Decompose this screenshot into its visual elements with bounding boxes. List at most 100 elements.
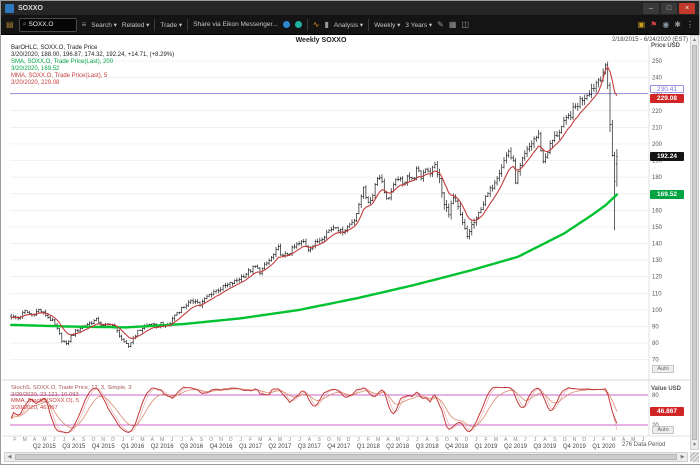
date-range-label: 2/18/2015 - 6/24/2020 (EST)	[611, 37, 688, 43]
symbol-search-input[interactable]: ⌕ SOXX.O	[18, 17, 77, 32]
x-month-letter: D	[465, 437, 469, 443]
x-month-letter: J	[642, 437, 645, 443]
draw-icon[interactable]: ✎	[437, 20, 444, 29]
x-month-letter: O	[327, 437, 331, 443]
snapshot-icon[interactable]: ◉	[662, 20, 670, 29]
x-quarter-label: Q2 2019	[504, 444, 528, 450]
close-button[interactable]: ×	[679, 2, 695, 14]
x-month-letter: M	[396, 437, 400, 443]
x-month-letter: J	[524, 437, 527, 443]
x-month-letter: F	[602, 437, 605, 443]
legend-line: 3/20/2020, 23.121, 10.093	[11, 391, 79, 398]
price-tick-label: 110	[652, 291, 662, 297]
x-month-letter: F	[131, 437, 134, 443]
candle-chart-icon[interactable]: ▮	[324, 20, 329, 29]
vertical-scroll-thumb[interactable]	[692, 45, 697, 440]
x-quarter-label: Q1 2020	[592, 444, 616, 450]
x-month-letter: J	[534, 437, 537, 443]
value-tick-label: 80	[652, 393, 659, 399]
flag-icon[interactable]: ⚑	[650, 20, 658, 29]
x-month-letter: D	[111, 437, 115, 443]
interval-select[interactable]: Weekly ▾	[374, 21, 401, 29]
range-select[interactable]: 3 Years ▾	[405, 21, 433, 29]
main-toolbar: ▤ ⌕ SOXX.O ≡ Search ▾ Related ▾ Trade ▾ Share v…	[1, 15, 699, 35]
x-quarter-label: Q2 2018	[386, 444, 410, 450]
maximize-button[interactable]: □	[661, 2, 677, 14]
line-chart-icon[interactable]: ∿	[312, 20, 320, 29]
price-tick-label: 70	[652, 358, 659, 364]
legend-line: SMA, SOXX.O, Trade Price(Last), 200	[11, 59, 114, 65]
legend-line: 3/20/2020, 46.867	[11, 404, 58, 411]
price-axis-auto-button[interactable]: Auto	[652, 365, 674, 373]
analysis-link[interactable]: Analysis ▾	[333, 21, 364, 29]
sep3	[306, 18, 308, 31]
toolbar-right-icons: ▣ ⚑ ◉ ✱ ⋮	[638, 20, 694, 29]
x-month-letter: O	[445, 437, 449, 443]
last-price-badge: 192.24	[650, 152, 684, 161]
scroll-up-arrow[interactable]: ▲	[692, 37, 697, 43]
price-tick-label: 210	[652, 125, 663, 131]
x-month-letter: S	[435, 437, 439, 443]
stoch-k-line	[10, 386, 618, 434]
app-menu-icon[interactable]: ▤	[6, 20, 14, 29]
x-quarter-label: Q3 2015	[62, 444, 86, 450]
x-month-letter: D	[347, 437, 351, 443]
scroll-down-arrow[interactable]: ▼	[692, 442, 697, 448]
search-link[interactable]: Search ▾	[91, 21, 117, 29]
ohlc-bars	[10, 61, 618, 348]
scroll-right-arrow[interactable]: ▶	[680, 454, 685, 460]
x-month-letter: A	[386, 437, 390, 443]
horizontal-scrollbar[interactable]: ◀ ▶	[4, 452, 688, 462]
resize-grip[interactable]	[690, 452, 699, 462]
menu-icon[interactable]: ≡	[81, 20, 87, 29]
x-month-letter: S	[82, 437, 86, 443]
data-period-label: 276 Data Period	[622, 442, 666, 448]
horizontal-scroll-thumb[interactable]	[15, 454, 677, 460]
annotation-price-label[interactable]: 230.41	[650, 85, 684, 93]
x-month-letter: M	[376, 437, 380, 443]
x-month-letter: N	[101, 437, 105, 443]
stoch-mma-line	[11, 388, 618, 428]
share-messenger-link[interactable]: Share via Eikon Messenger...	[193, 21, 278, 28]
x-quarter-label: Q1 2019	[474, 444, 498, 450]
window-controls: – □ ×	[643, 2, 695, 14]
x-month-letter: S	[318, 437, 322, 443]
sma-price-badge: 169.52	[650, 190, 684, 199]
x-month-letter: A	[268, 437, 272, 443]
price-axis-title: Price USD	[651, 43, 681, 49]
minimize-button[interactable]: –	[643, 2, 659, 14]
x-month-letter: M	[140, 437, 144, 443]
x-quarter-label: Q4 2015	[92, 444, 116, 450]
x-month-letter: M	[160, 437, 164, 443]
settings-icon[interactable]: ✱	[674, 20, 681, 29]
legend-line: MMA, SOXX.O, Trade Price(Last), 5	[11, 73, 108, 79]
x-month-letter: A	[543, 437, 547, 443]
x-quarter-label: Q2 2015	[33, 444, 57, 450]
price-tick-label: 130	[652, 258, 663, 264]
related-link[interactable]: Related ▾	[121, 21, 150, 29]
sep2	[187, 18, 189, 31]
price-tick-label: 90	[652, 325, 659, 331]
x-month-letter: A	[504, 437, 508, 443]
layout-icon[interactable]: ◫	[461, 20, 469, 29]
x-month-letter: O	[209, 437, 213, 443]
grid-icon[interactable]: ▦	[448, 20, 457, 29]
contacts-icon[interactable]	[294, 21, 302, 28]
scroll-left-arrow[interactable]: ◀	[7, 454, 12, 460]
vertical-scrollbar[interactable]: ▲ ▼	[690, 35, 699, 450]
alerts-icon[interactable]: ▣	[637, 20, 646, 29]
more-icon[interactable]: ⋮	[686, 20, 694, 29]
x-month-letter: M	[513, 437, 517, 443]
messenger-icon[interactable]	[282, 21, 290, 28]
x-quarter-label: Q4 2019	[563, 444, 587, 450]
price-tick-label: 200	[652, 142, 663, 148]
stoch-legend: StochS, SOXX.O, Trade Price, 12, 3, Simp…	[11, 385, 132, 411]
trade-link[interactable]: Trade ▾	[160, 21, 183, 29]
x-quarter-label: Q1 2018	[357, 444, 381, 450]
x-month-letter: F	[367, 437, 370, 443]
x-month-letter: A	[151, 437, 155, 443]
value-axis-auto-button[interactable]: Auto	[652, 426, 674, 434]
x-month-letter: M	[278, 437, 282, 443]
x-month-letter: J	[53, 437, 56, 443]
